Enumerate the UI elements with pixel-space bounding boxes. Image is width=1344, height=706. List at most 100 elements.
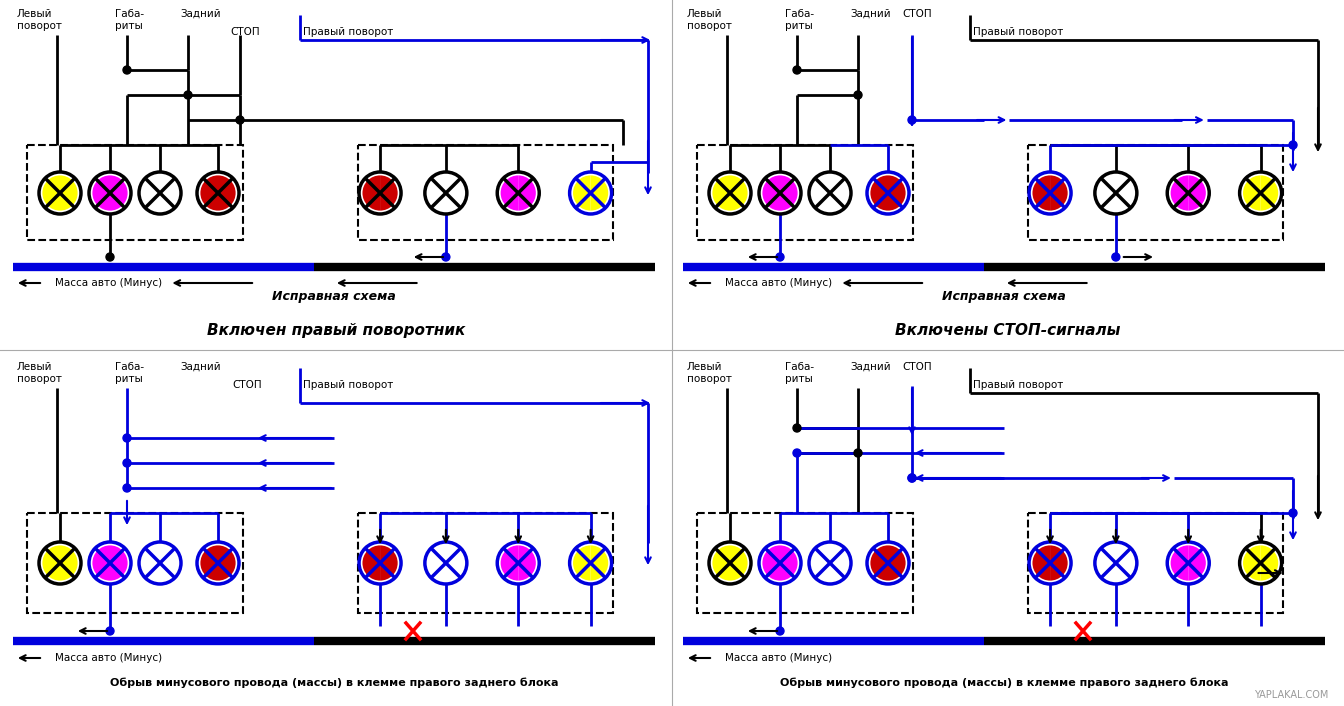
Wedge shape	[812, 563, 831, 580]
Wedge shape	[1116, 546, 1133, 563]
Text: Габа-
риты: Габа- риты	[116, 362, 144, 383]
Wedge shape	[590, 175, 609, 193]
Wedge shape	[429, 546, 446, 563]
Wedge shape	[1171, 546, 1188, 563]
Ellipse shape	[1095, 542, 1137, 584]
Wedge shape	[712, 563, 730, 580]
Wedge shape	[446, 563, 464, 580]
Text: Задний: Задний	[180, 9, 220, 19]
Wedge shape	[1050, 193, 1067, 210]
Wedge shape	[1188, 193, 1206, 210]
Text: Правый поворот: Правый поворот	[302, 27, 394, 37]
Wedge shape	[1098, 175, 1116, 193]
Wedge shape	[160, 563, 177, 580]
Wedge shape	[200, 546, 218, 563]
Circle shape	[775, 253, 784, 261]
Circle shape	[106, 253, 114, 261]
Text: Левый
поворот: Левый поворот	[17, 9, 62, 30]
Wedge shape	[110, 546, 128, 563]
Wedge shape	[43, 546, 60, 563]
Wedge shape	[730, 193, 747, 210]
Wedge shape	[110, 563, 128, 580]
Text: Габа-
риты: Габа- риты	[785, 9, 814, 30]
Circle shape	[184, 91, 192, 99]
Ellipse shape	[138, 172, 181, 214]
Ellipse shape	[1239, 172, 1282, 214]
Wedge shape	[142, 563, 160, 580]
Wedge shape	[831, 193, 848, 210]
Text: Обрыв минусового провода (массы) в клемме правого заднего блока: Обрыв минусового провода (массы) в клемм…	[780, 678, 1228, 688]
Text: Включены СТОП-сигналы: Включены СТОП-сигналы	[895, 323, 1121, 338]
Text: Правый поворот: Правый поворот	[302, 380, 394, 390]
Ellipse shape	[39, 542, 81, 584]
Text: Масса авто (Минус): Масса авто (Минус)	[55, 278, 163, 288]
Wedge shape	[429, 193, 446, 210]
Wedge shape	[93, 193, 110, 210]
Ellipse shape	[359, 172, 401, 214]
Text: Задний: Задний	[180, 362, 220, 372]
Wedge shape	[1188, 175, 1206, 193]
Wedge shape	[380, 193, 398, 210]
Wedge shape	[446, 193, 464, 210]
Wedge shape	[573, 193, 590, 210]
Wedge shape	[1050, 563, 1067, 580]
Wedge shape	[1261, 563, 1278, 580]
Ellipse shape	[497, 172, 539, 214]
Text: СТОП: СТОП	[902, 9, 931, 19]
Wedge shape	[500, 563, 519, 580]
Wedge shape	[871, 193, 888, 210]
Circle shape	[909, 474, 917, 482]
Ellipse shape	[570, 172, 612, 214]
Wedge shape	[218, 546, 235, 563]
Wedge shape	[142, 175, 160, 193]
Circle shape	[793, 66, 801, 74]
Wedge shape	[519, 175, 536, 193]
Wedge shape	[762, 193, 780, 210]
Text: Задний: Задний	[849, 9, 891, 19]
Circle shape	[106, 627, 114, 635]
Wedge shape	[590, 193, 609, 210]
Circle shape	[1289, 141, 1297, 149]
Text: Масса авто (Минус): Масса авто (Минус)	[724, 278, 832, 288]
Wedge shape	[93, 563, 110, 580]
Wedge shape	[573, 546, 590, 563]
Wedge shape	[1116, 193, 1133, 210]
Circle shape	[793, 449, 801, 457]
Wedge shape	[831, 175, 848, 193]
Wedge shape	[1050, 546, 1067, 563]
Ellipse shape	[809, 172, 851, 214]
Wedge shape	[60, 175, 78, 193]
Text: Габа-
риты: Габа- риты	[116, 9, 144, 30]
Text: Левый
поворот: Левый поворот	[687, 9, 732, 30]
Ellipse shape	[425, 542, 466, 584]
Wedge shape	[1050, 175, 1067, 193]
Ellipse shape	[867, 172, 909, 214]
Wedge shape	[1116, 175, 1133, 193]
Text: Исправная схема: Исправная схема	[271, 290, 396, 303]
Wedge shape	[1261, 175, 1278, 193]
Wedge shape	[1098, 546, 1116, 563]
Wedge shape	[712, 546, 730, 563]
Wedge shape	[43, 175, 60, 193]
Text: Задний: Задний	[849, 362, 891, 372]
Circle shape	[853, 91, 862, 99]
Bar	[27, 145, 243, 240]
Wedge shape	[780, 563, 797, 580]
Wedge shape	[363, 563, 380, 580]
Wedge shape	[780, 175, 797, 193]
Text: Габа-
риты: Габа- риты	[785, 362, 814, 383]
Wedge shape	[1171, 175, 1188, 193]
Circle shape	[124, 459, 130, 467]
Bar	[358, 513, 613, 613]
Wedge shape	[888, 546, 906, 563]
Text: Масса авто (Минус): Масса авто (Минус)	[55, 653, 163, 663]
Text: Масса авто (Минус): Масса авто (Минус)	[724, 653, 832, 663]
Wedge shape	[1171, 563, 1188, 580]
Wedge shape	[1261, 546, 1278, 563]
Wedge shape	[712, 193, 730, 210]
Wedge shape	[1032, 546, 1050, 563]
Ellipse shape	[198, 172, 239, 214]
Bar	[27, 513, 243, 613]
Text: Левый
поворот: Левый поворот	[17, 362, 62, 383]
Text: СТОП: СТОП	[233, 380, 262, 390]
